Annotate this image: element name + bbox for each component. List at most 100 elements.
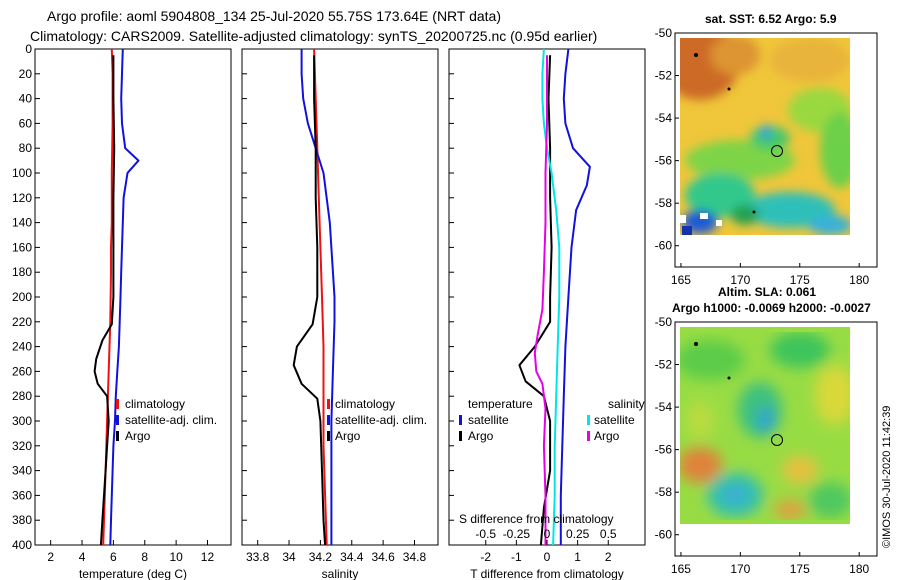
y-tick-label: 40: [19, 92, 33, 106]
legend-label-climatology: climatology: [125, 397, 185, 411]
series-line-argo: [292, 55, 327, 546]
sla-map-axes: -50 -52 -54 -56 -58 -60 165 170 175 180: [655, 315, 870, 576]
y-tick-label: 60: [19, 116, 33, 130]
x-tick-label: 4: [79, 550, 86, 564]
legend-swatch-sal-satellite: [587, 415, 590, 425]
x-tick-label: 33.8: [246, 550, 270, 564]
sst-map-marker: [752, 210, 756, 214]
legend-swatch-climatology: [116, 399, 119, 409]
y-tick-label: 180: [12, 265, 32, 279]
legend-swatch-argo: [327, 431, 330, 441]
legend-label-climatology: climatology: [335, 397, 395, 411]
legend-label-sal-satellite: satellite: [594, 413, 635, 427]
y-tick-label: 380: [12, 513, 32, 527]
legend-label-temp-satellite: satellite: [468, 413, 509, 427]
sla-heatmap: [680, 327, 850, 524]
legend-label-satellite: satellite-adj. clim.: [335, 413, 427, 427]
y-tick-label: 260: [12, 364, 32, 378]
sst-map-argo-location: [771, 145, 783, 157]
map-y-tick-label: -60: [655, 528, 673, 542]
map-y-tick-label: -58: [655, 196, 673, 210]
legend-label-satellite: satellite-adj. clim.: [125, 413, 217, 427]
s-difference-tick-label: 0: [544, 527, 551, 541]
sla-map-argo-location: [771, 434, 783, 446]
series-line-temperature-satellite: [559, 48, 591, 545]
s-difference-tick-label: -0.25: [503, 527, 531, 541]
x-tick-label: -2: [480, 550, 491, 564]
y-tick-label: 320: [12, 439, 32, 453]
temperature-plot: 0 20 40 60 80 100 120 140 160 180 200 220 240 260 280 3…: [12, 42, 215, 580]
header-title-line1: Argo profile: aoml 5904808_134 25-Jul-20…: [47, 8, 501, 24]
sla-map: Altim. SLA: 0.061 Argo h1000: -0.0069 h2…: [655, 285, 878, 576]
sst-map-title: sat. SST: 6.52 Argo: 5.9: [705, 12, 837, 26]
series-line-climatology: [313, 48, 328, 546]
x-tick-label: 2: [47, 550, 54, 564]
map-x-tick-label: 170: [730, 273, 750, 287]
y-tick-label: 400: [12, 538, 32, 552]
x-tick-label: 2: [605, 550, 612, 564]
legend-swatch-sal-argo: [587, 431, 590, 441]
y-tick-label: 340: [12, 464, 32, 478]
x-tick-label: 34.4: [340, 550, 364, 564]
legend-swatch-satellite: [116, 415, 119, 425]
map-x-tick-label: 175: [790, 562, 810, 576]
legend-label-temp-argo: Argo: [468, 429, 494, 443]
x-tick-label: 34.2: [309, 550, 333, 564]
y-tick-label: 120: [12, 191, 32, 205]
y-tick-label: 0: [25, 42, 32, 56]
salinity-axis-label: salinity: [322, 567, 359, 580]
salinity-plot: 33.8 34 34.2 34.4 34.6 34.8 salinity: [242, 48, 426, 580]
map-y-tick-label: -56: [655, 154, 673, 168]
salinity-legend: climatology satellite-adj. clim. Argo: [327, 397, 427, 443]
map-x-tick-label: 165: [671, 562, 691, 576]
map-y-tick-label: -58: [655, 485, 673, 499]
legend-label-argo: Argo: [125, 429, 151, 443]
y-tick-label: 300: [12, 414, 32, 428]
map-x-tick-label: 180: [849, 273, 869, 287]
x-tick-label: 12: [201, 550, 215, 564]
sst-map: sat. SST: 6.52 Argo: 5.9: [655, 12, 878, 287]
y-tick-label: 360: [12, 488, 32, 502]
map-y-tick-label: -54: [655, 111, 673, 125]
map-y-tick-label: -52: [655, 358, 673, 372]
sst-map-marker: [694, 53, 698, 57]
y-tick-label: 220: [12, 315, 32, 329]
series-line-satellite-adj-clim: [300, 49, 336, 545]
y-tick-label: 280: [12, 389, 32, 403]
map-y-tick-label: -52: [655, 69, 673, 83]
x-tick-label: 1: [574, 550, 581, 564]
legend-swatch-climatology: [327, 399, 330, 409]
series-line-salinity-argo: [533, 55, 548, 545]
sla-map-marker: [694, 342, 698, 346]
map-y-tick-label: -56: [655, 443, 673, 457]
s-difference-tick-label: 0.25: [566, 527, 590, 541]
difference-plot: -2 -1 0 1 2 T difference from climatology: [449, 48, 624, 580]
x-tick-label: 0: [544, 550, 551, 564]
sla-map-frame: [674, 321, 878, 557]
sst-map-axes: -50 -52 -54 -56 -58 -60 165 170 175 180: [655, 26, 870, 287]
y-tick-label: 140: [12, 216, 32, 230]
map-x-tick-label: 170: [730, 562, 750, 576]
x-tick-label: 6: [110, 550, 117, 564]
series-line-salinity-satellite: [541, 48, 561, 546]
legend-label-sal-argo: Argo: [594, 429, 620, 443]
s-difference-tick-label: -0.5: [475, 527, 496, 541]
imos-watermark: ©IMOS 30-Jul-2020 11:42:39: [881, 406, 893, 548]
temperature-plot-frame: [34, 48, 232, 546]
temperature-legend: climatology satellite-adj. clim. Argo: [116, 397, 217, 443]
sst-map-frame: [674, 32, 878, 268]
y-tick-label: 240: [12, 340, 32, 354]
legend-swatch-satellite: [327, 415, 330, 425]
y-tick-label: 100: [12, 166, 32, 180]
temperature-axis-label: temperature (deg C): [79, 567, 187, 580]
header-title-line2: Climatology: CARS2009. Satellite-adjuste…: [30, 28, 597, 44]
x-tick-label: 8: [141, 550, 148, 564]
y-tick-label: 20: [19, 67, 33, 81]
series-line-argo: [93, 55, 116, 546]
sla-map-title-line2: Argo h1000: -0.0069 h2000: -0.0027: [672, 301, 871, 315]
map-y-tick-label: -54: [655, 400, 673, 414]
legend-label-argo: Argo: [335, 429, 361, 443]
x-tick-label: 34.6: [371, 550, 395, 564]
y-tick-label: 200: [12, 290, 32, 304]
